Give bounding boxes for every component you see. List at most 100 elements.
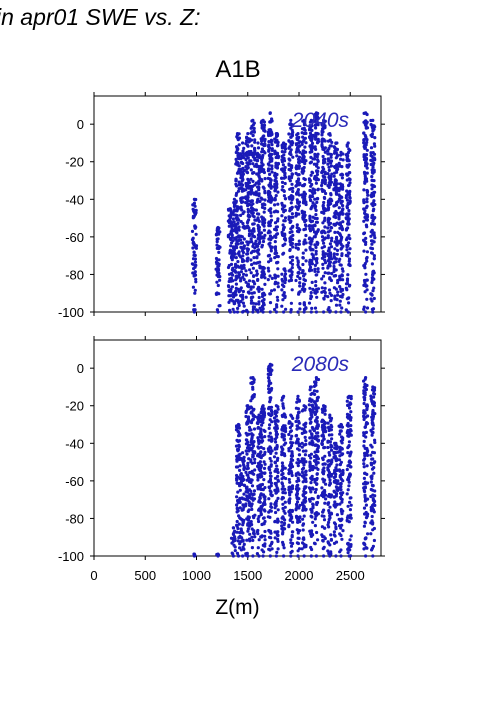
data-point xyxy=(266,266,270,270)
data-point xyxy=(372,256,376,260)
data-point xyxy=(328,217,332,221)
data-point xyxy=(327,517,331,522)
data-point xyxy=(255,552,259,556)
data-point xyxy=(296,247,300,251)
data-point xyxy=(281,472,285,476)
data-point xyxy=(338,469,342,473)
data-point xyxy=(321,456,325,460)
data-point xyxy=(316,496,320,500)
data-point xyxy=(338,278,343,282)
data-point xyxy=(191,257,196,261)
data-point xyxy=(362,249,366,253)
data-point xyxy=(298,267,302,271)
data-point xyxy=(236,526,240,531)
data-point xyxy=(320,183,324,188)
data-point xyxy=(240,508,244,512)
data-point xyxy=(260,147,264,151)
data-point xyxy=(326,226,330,230)
data-point xyxy=(349,516,353,520)
data-point xyxy=(297,453,302,457)
data-point xyxy=(315,389,319,393)
data-point xyxy=(269,178,273,182)
data-point xyxy=(311,497,315,501)
data-point xyxy=(259,487,263,491)
data-point xyxy=(281,506,285,511)
data-point xyxy=(362,201,366,205)
data-point xyxy=(320,533,324,537)
data-point xyxy=(193,253,197,257)
data-point xyxy=(237,434,241,438)
data-point xyxy=(323,225,327,229)
data-point xyxy=(363,485,367,489)
data-point xyxy=(312,235,316,239)
data-point xyxy=(287,501,291,505)
data-point xyxy=(370,433,374,437)
data-point xyxy=(251,184,255,188)
data-point xyxy=(241,523,245,527)
data-point xyxy=(310,280,314,284)
data-point xyxy=(231,250,235,254)
data-point xyxy=(346,446,350,450)
data-point xyxy=(297,448,301,452)
data-point xyxy=(281,490,285,495)
data-point xyxy=(282,437,287,441)
data-point xyxy=(237,443,241,447)
data-point xyxy=(304,141,308,145)
data-point xyxy=(236,163,240,167)
data-point xyxy=(348,428,353,432)
data-point xyxy=(302,404,306,408)
data-point xyxy=(262,466,267,470)
data-point xyxy=(310,170,314,174)
data-point xyxy=(249,237,253,241)
data-point xyxy=(280,272,284,276)
data-point xyxy=(216,554,220,558)
data-point xyxy=(301,517,305,521)
data-point xyxy=(263,529,267,534)
data-point xyxy=(364,376,368,380)
data-point xyxy=(327,168,331,172)
data-point xyxy=(241,545,245,549)
data-point xyxy=(251,471,255,475)
data-point xyxy=(304,491,308,495)
data-point xyxy=(280,497,284,501)
data-point xyxy=(295,505,299,509)
data-point xyxy=(282,509,286,513)
data-point xyxy=(371,126,375,130)
data-point xyxy=(252,121,256,125)
data-point xyxy=(267,208,271,212)
scenario-label: A1B xyxy=(215,56,261,83)
data-point xyxy=(276,530,280,534)
data-point xyxy=(267,486,272,490)
data-point xyxy=(365,189,370,193)
data-point xyxy=(371,385,375,389)
data-point xyxy=(245,198,250,202)
data-point xyxy=(276,474,280,478)
data-point xyxy=(326,208,330,212)
data-point xyxy=(303,136,307,140)
data-point xyxy=(315,476,319,481)
data-point xyxy=(290,434,294,438)
data-point xyxy=(249,420,253,424)
data-point xyxy=(335,201,339,205)
data-point xyxy=(327,288,332,292)
data-point xyxy=(309,291,313,295)
data-point xyxy=(290,182,294,186)
data-point xyxy=(330,236,334,240)
data-point xyxy=(261,516,266,520)
data-point xyxy=(345,144,349,148)
data-point xyxy=(362,465,366,469)
data-point xyxy=(281,185,285,189)
data-point xyxy=(281,530,285,534)
data-point xyxy=(326,445,330,450)
data-point xyxy=(215,237,219,241)
data-point xyxy=(327,165,331,169)
data-point xyxy=(235,510,239,514)
data-point xyxy=(345,212,349,216)
data-point xyxy=(320,133,324,137)
data-point xyxy=(241,497,245,501)
data-point xyxy=(193,265,197,269)
data-point xyxy=(290,266,294,270)
data-point xyxy=(241,503,245,507)
data-point xyxy=(335,513,339,517)
data-point xyxy=(304,507,308,511)
